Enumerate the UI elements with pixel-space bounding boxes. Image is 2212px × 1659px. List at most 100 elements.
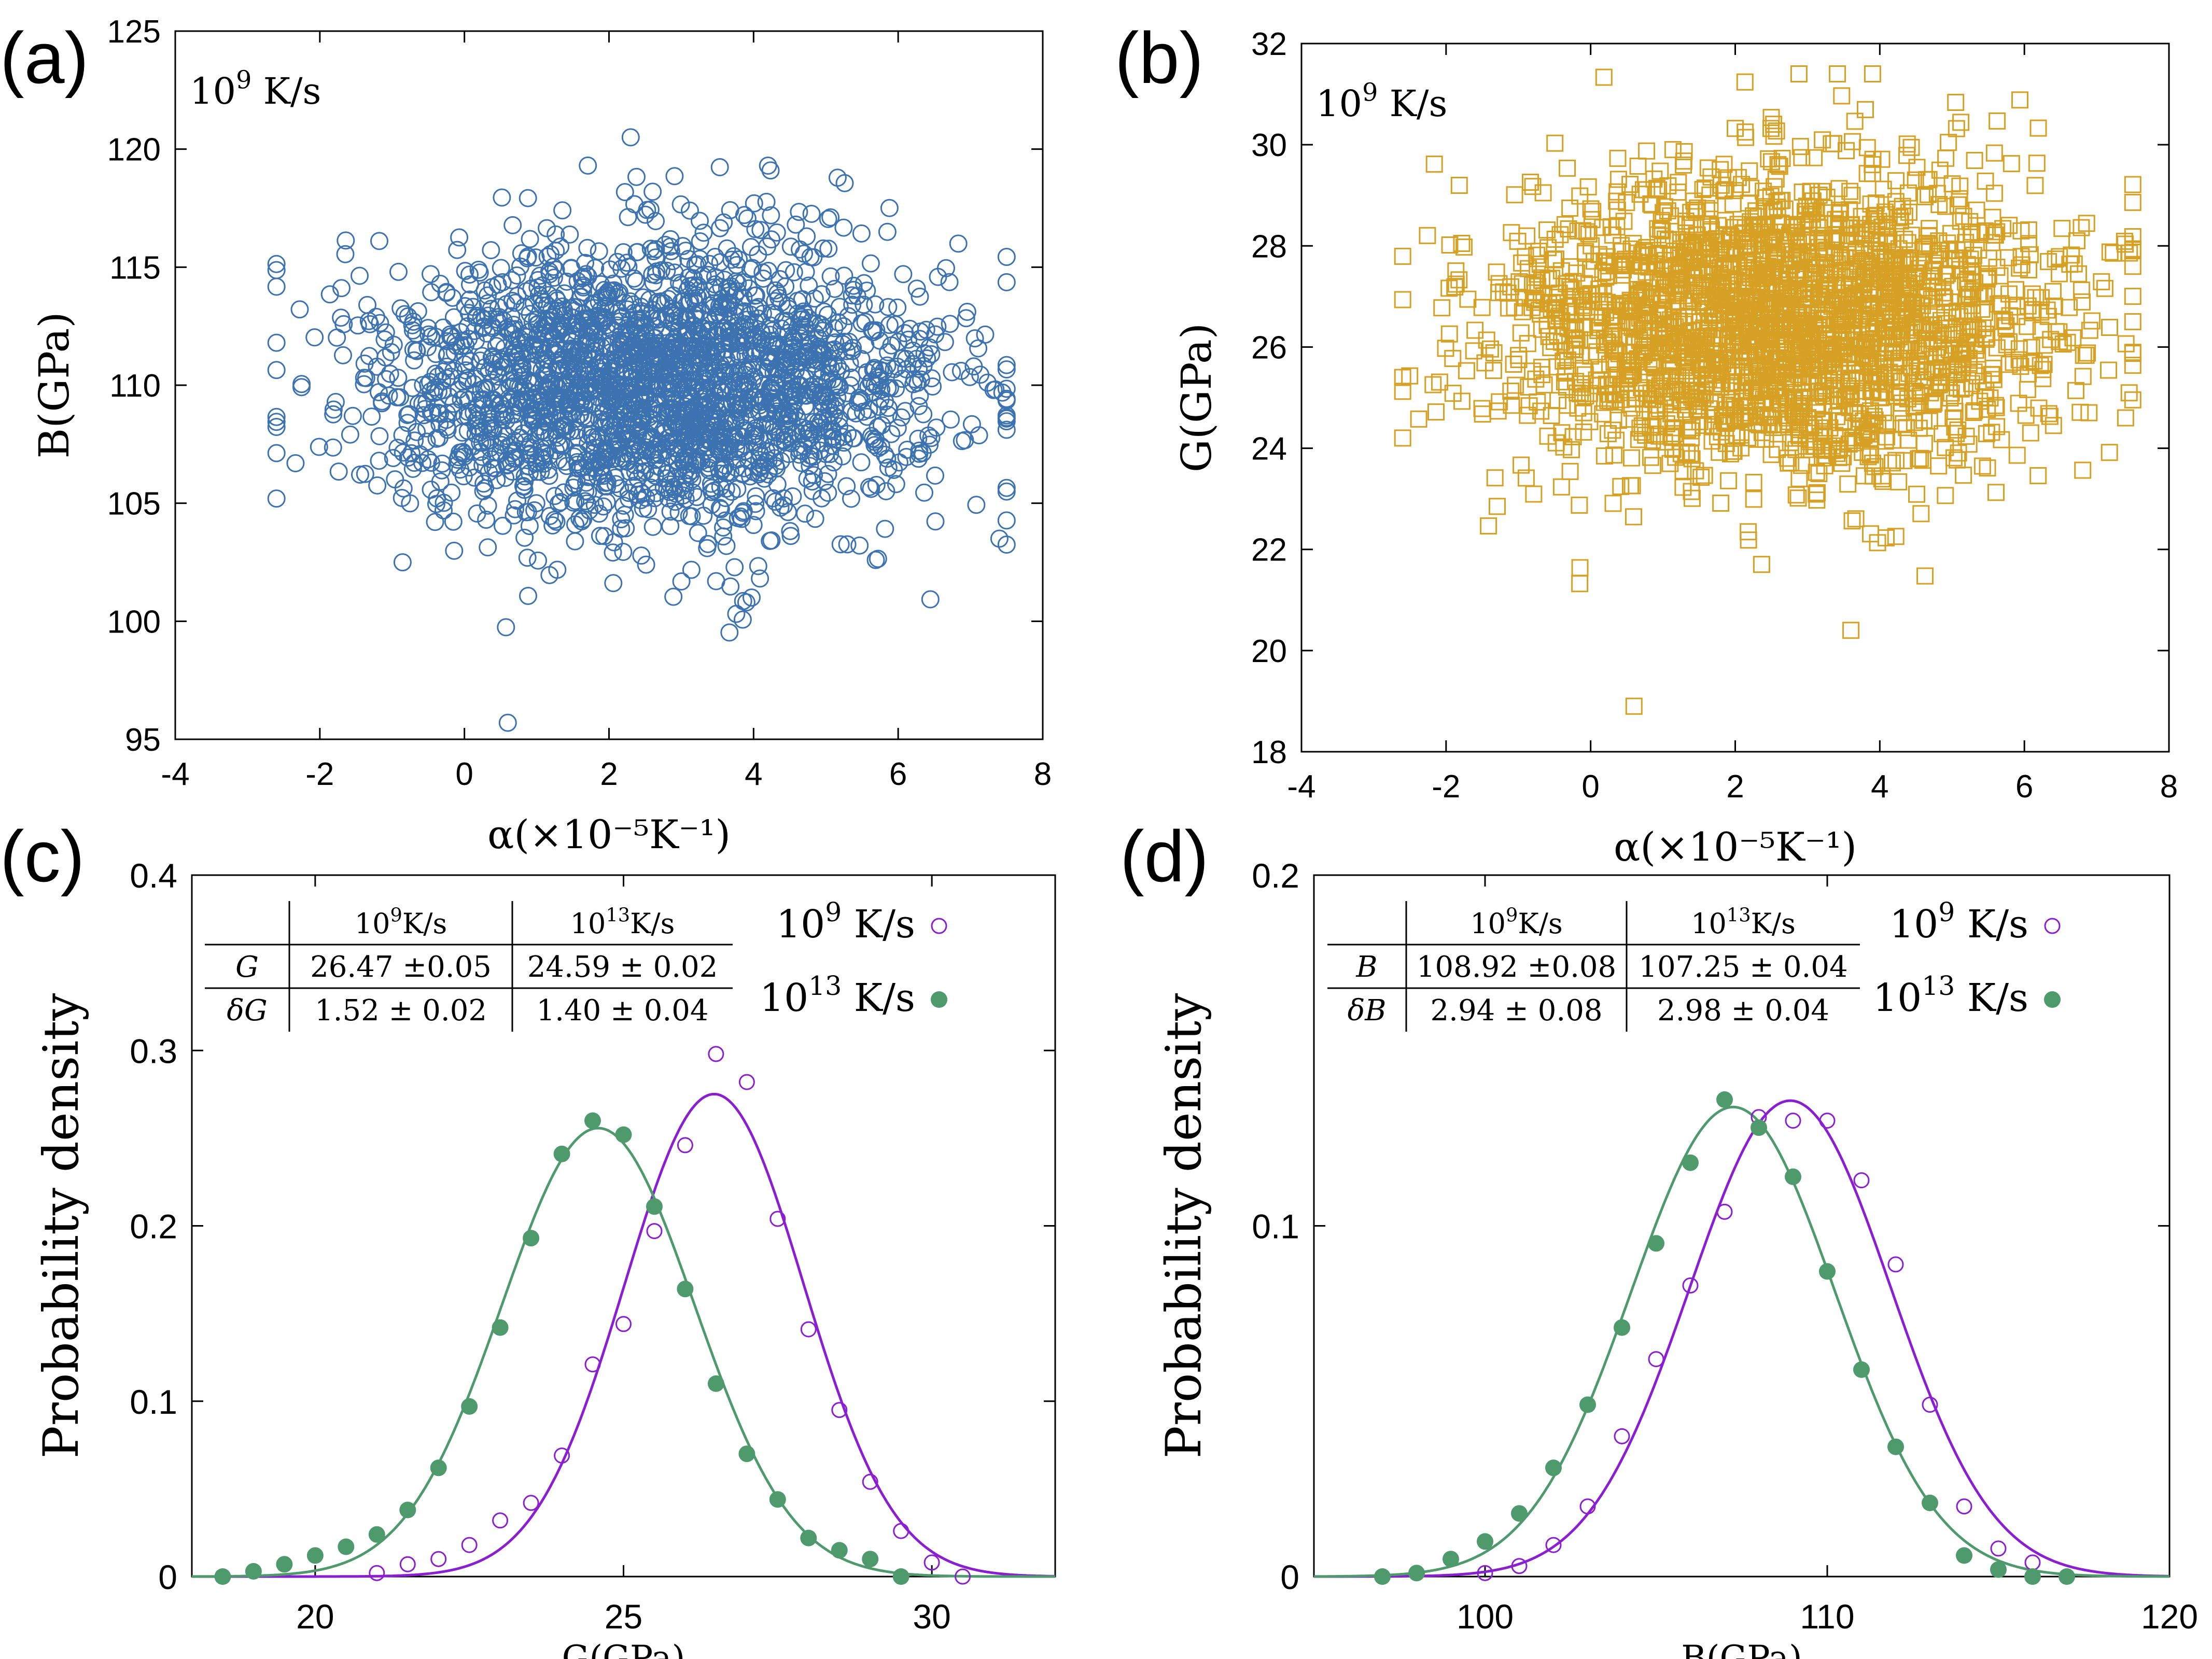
scatter-point	[479, 286, 497, 305]
scatter-point	[498, 455, 517, 474]
scatter-point	[577, 335, 596, 354]
scatter-point	[711, 500, 730, 518]
scatter-point	[422, 283, 441, 302]
scatter-point	[743, 588, 761, 607]
scatter-point	[751, 569, 769, 588]
scatter-point	[604, 574, 623, 593]
scatter-point	[606, 475, 625, 494]
scatter-point	[362, 407, 381, 426]
panel-label-b: (b)	[1115, 17, 1203, 99]
scatter-point	[743, 330, 762, 349]
scatter-point	[614, 243, 633, 261]
scatter-point	[518, 549, 537, 567]
scatter-point	[911, 322, 930, 341]
scatter-point	[398, 414, 417, 432]
scatter-point	[561, 225, 579, 244]
scatter-point	[922, 429, 941, 447]
scatter-point	[876, 519, 894, 538]
scatter-point	[869, 439, 888, 457]
scatter-point	[628, 435, 647, 454]
scatter-point	[348, 316, 367, 335]
scatter-point	[585, 496, 604, 514]
panel-label-c: (c)	[0, 816, 85, 897]
scatter-point	[485, 350, 503, 369]
scatter-point	[550, 436, 568, 455]
scatter-point	[679, 250, 698, 268]
scatter-point	[674, 378, 693, 397]
scatter-point	[585, 443, 604, 462]
scatter-point	[407, 325, 426, 343]
scatter-point	[791, 323, 810, 342]
scatter-point	[634, 410, 652, 428]
scatter-point	[546, 336, 565, 355]
scatter-point	[716, 511, 735, 530]
scatter-point	[766, 493, 785, 511]
scatter-point	[759, 404, 777, 423]
scatter-point	[267, 413, 286, 431]
scatter-point	[806, 510, 824, 528]
scatter-point	[641, 200, 660, 219]
x-tick-label: 6	[889, 756, 907, 792]
scatter-point	[464, 298, 482, 316]
scatter-point	[710, 158, 729, 176]
scatter-point	[997, 356, 1016, 374]
scatter-point	[749, 245, 767, 264]
scatter-point	[721, 463, 740, 482]
scatter-point	[538, 219, 556, 237]
scatter-point	[825, 279, 844, 298]
scatter-point	[773, 431, 792, 450]
scatter-point	[492, 259, 510, 277]
scatter-point	[766, 292, 785, 311]
scatter-point	[821, 267, 840, 286]
scatter-point	[324, 405, 343, 424]
scatter-point	[659, 290, 678, 308]
scatter-point	[809, 329, 828, 347]
scatter-point	[576, 254, 594, 272]
scatter-point	[796, 262, 815, 281]
scatter-point	[537, 398, 555, 416]
scatter-point	[928, 317, 947, 336]
scatter-point	[744, 516, 763, 535]
scatter-point	[557, 272, 576, 291]
scatter-point	[878, 449, 897, 468]
scatter-point	[536, 445, 554, 463]
scatter-point	[907, 279, 926, 298]
scatter-point	[564, 493, 583, 512]
scatter-point	[969, 339, 988, 358]
scatter-point	[543, 516, 562, 535]
scatter-point	[785, 263, 803, 282]
scatter-point	[515, 528, 534, 547]
scatter-point	[769, 360, 788, 379]
scatter-point	[827, 397, 845, 415]
scatter-point	[775, 489, 793, 508]
scatter-point	[393, 553, 412, 572]
scatter-point	[610, 283, 629, 302]
scatter-point	[844, 276, 863, 295]
scatter-point	[384, 449, 402, 467]
scatter-point	[821, 208, 840, 227]
scatter-point	[745, 194, 763, 213]
scatter-point	[547, 405, 566, 423]
scatter-point	[753, 335, 772, 354]
scatter-point	[494, 516, 512, 535]
scatter-point	[596, 474, 615, 492]
scatter-point	[858, 363, 876, 382]
scatter-point	[577, 265, 595, 284]
scatter-point	[835, 174, 854, 192]
scatter-point	[843, 296, 862, 314]
scatter-point	[676, 490, 695, 509]
scatter-point	[738, 209, 757, 228]
scatter-point	[802, 205, 821, 223]
scatter-point	[607, 449, 626, 468]
scatter-point	[797, 420, 816, 439]
scatter-point	[419, 375, 438, 394]
scatter-point	[692, 452, 711, 470]
scatter-point	[370, 383, 388, 401]
scatter-point	[804, 248, 823, 266]
scatter-point	[866, 551, 885, 569]
scatter-point	[776, 414, 794, 433]
scatter-point	[505, 316, 523, 334]
scatter-point	[628, 243, 647, 261]
scatter-point	[479, 538, 497, 557]
rate-annotation: 109 K/s	[190, 66, 321, 113]
